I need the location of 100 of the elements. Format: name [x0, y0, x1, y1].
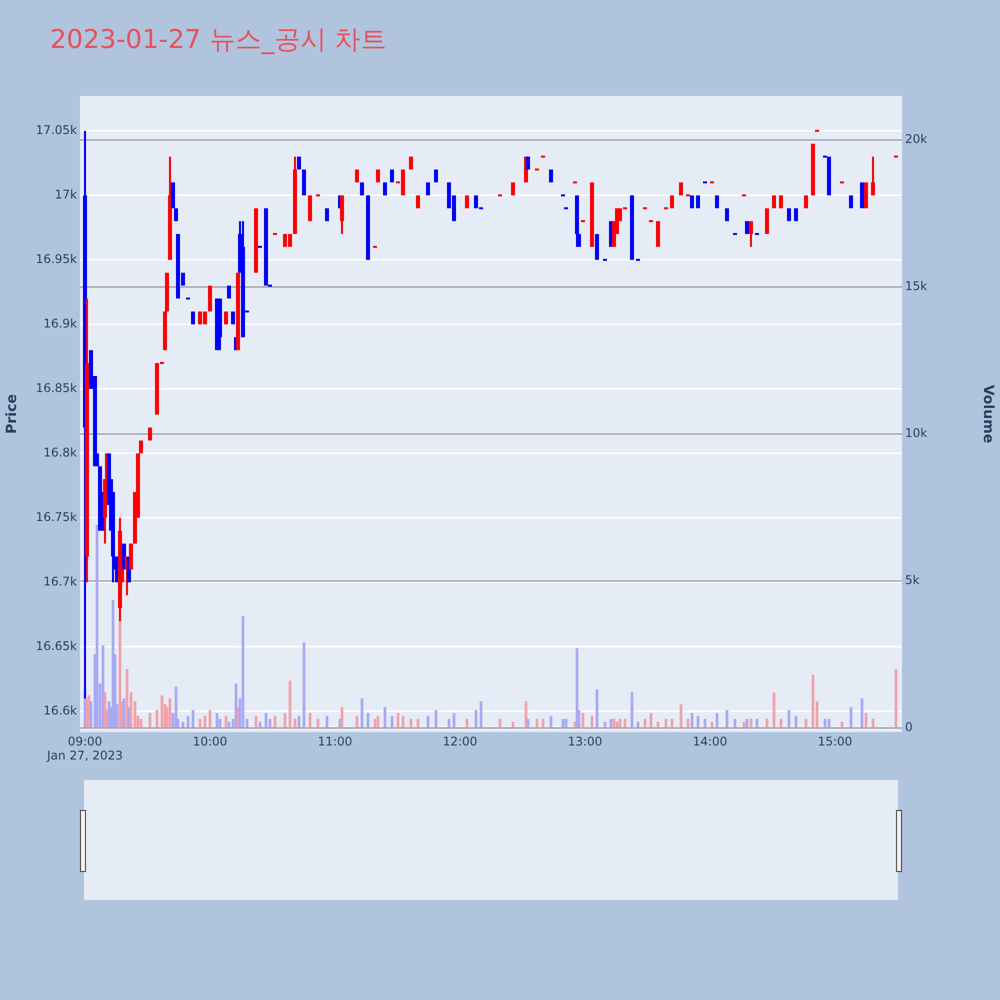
bar	[390, 716, 394, 728]
bar	[160, 695, 164, 728]
bar	[254, 716, 258, 728]
bar	[656, 722, 660, 728]
bar	[624, 718, 626, 728]
bar	[680, 704, 682, 728]
bar	[512, 722, 514, 728]
bar	[204, 716, 206, 728]
y2-tick-label: 5k	[905, 573, 920, 588]
bar	[864, 712, 868, 728]
x-tick-label: 15:00	[818, 734, 852, 748]
bar	[376, 716, 380, 728]
bar	[396, 712, 400, 728]
bar	[824, 718, 826, 728]
y-tick-label: 16.6k	[43, 703, 78, 718]
y-tick-label: 16.7k	[43, 574, 78, 588]
bar	[596, 689, 598, 728]
y-axis-title: Price	[4, 394, 20, 434]
bar	[536, 718, 538, 728]
bar	[308, 712, 312, 728]
bar	[812, 674, 814, 728]
bar	[734, 718, 736, 728]
bar	[434, 710, 438, 728]
y2-tick-label: 20k	[905, 132, 928, 146]
bar	[302, 642, 306, 728]
y-tick-label: 16.9k	[43, 316, 78, 330]
bar	[264, 712, 268, 728]
bar	[228, 722, 230, 728]
bar	[366, 712, 370, 728]
bar	[636, 722, 640, 728]
bar	[224, 716, 228, 728]
y-tick-label: 17.05k	[36, 122, 78, 137]
y2-axis-title: Volume	[980, 384, 996, 444]
bar	[374, 718, 376, 728]
y-tick-label: 16.65k	[36, 638, 78, 653]
bar	[234, 684, 238, 728]
bar	[298, 716, 300, 728]
bar	[772, 692, 776, 728]
bar	[582, 712, 584, 728]
bar	[766, 718, 768, 728]
bar	[690, 712, 694, 728]
bar	[242, 616, 244, 728]
bar	[576, 648, 578, 728]
y2-tick-label: 0	[905, 720, 913, 734]
bar	[258, 722, 262, 728]
bar	[384, 707, 386, 728]
x-tick-label: 13:00	[568, 734, 602, 748]
bar	[670, 718, 674, 728]
bar	[550, 716, 552, 728]
bar	[288, 680, 292, 728]
bar	[466, 718, 468, 728]
bar	[644, 718, 646, 728]
bar	[618, 718, 622, 728]
bar	[716, 712, 718, 728]
bar	[186, 716, 190, 728]
bar	[448, 718, 450, 728]
bar	[168, 698, 172, 728]
bar	[696, 716, 700, 728]
x-tick-label: 11:00	[318, 734, 352, 748]
bar	[860, 698, 864, 728]
x-tick-label: 14:00	[692, 734, 728, 748]
bar	[756, 718, 758, 728]
bar	[284, 712, 286, 728]
bar	[208, 710, 212, 728]
bar	[316, 718, 320, 728]
bar	[96, 524, 98, 728]
x-tick-label: 12:00	[442, 734, 478, 748]
bar	[140, 718, 142, 728]
y2-tick-label: 10k	[905, 426, 928, 440]
bar	[704, 718, 706, 728]
bar	[780, 718, 782, 728]
bar	[148, 712, 152, 728]
bar	[216, 712, 218, 728]
bar	[498, 718, 502, 728]
bar	[610, 718, 612, 728]
bar	[604, 722, 606, 728]
bar	[452, 712, 456, 728]
bar	[126, 668, 128, 728]
bar	[198, 718, 202, 728]
bar	[182, 722, 184, 728]
y-tick-label: 17k	[54, 187, 78, 202]
bar	[840, 722, 844, 728]
bar	[104, 692, 106, 728]
bar	[650, 712, 652, 728]
bar	[122, 698, 126, 728]
chart-title: 2023-01-27 뉴스_공시 차트	[50, 24, 387, 57]
bar	[326, 716, 328, 728]
bar	[340, 707, 344, 728]
bar	[742, 722, 746, 728]
bar	[112, 600, 114, 728]
bar	[416, 718, 420, 728]
x-tick-label: 09:00 Jan 27, 2023	[46, 734, 123, 763]
bar	[274, 716, 276, 728]
y-tick-label: 16.75k	[36, 510, 78, 524]
bar	[746, 718, 748, 728]
bar	[612, 718, 616, 728]
bar	[294, 718, 296, 728]
x-tick-label: 10:00	[192, 734, 228, 748]
bar	[426, 716, 430, 728]
bar	[524, 701, 528, 728]
